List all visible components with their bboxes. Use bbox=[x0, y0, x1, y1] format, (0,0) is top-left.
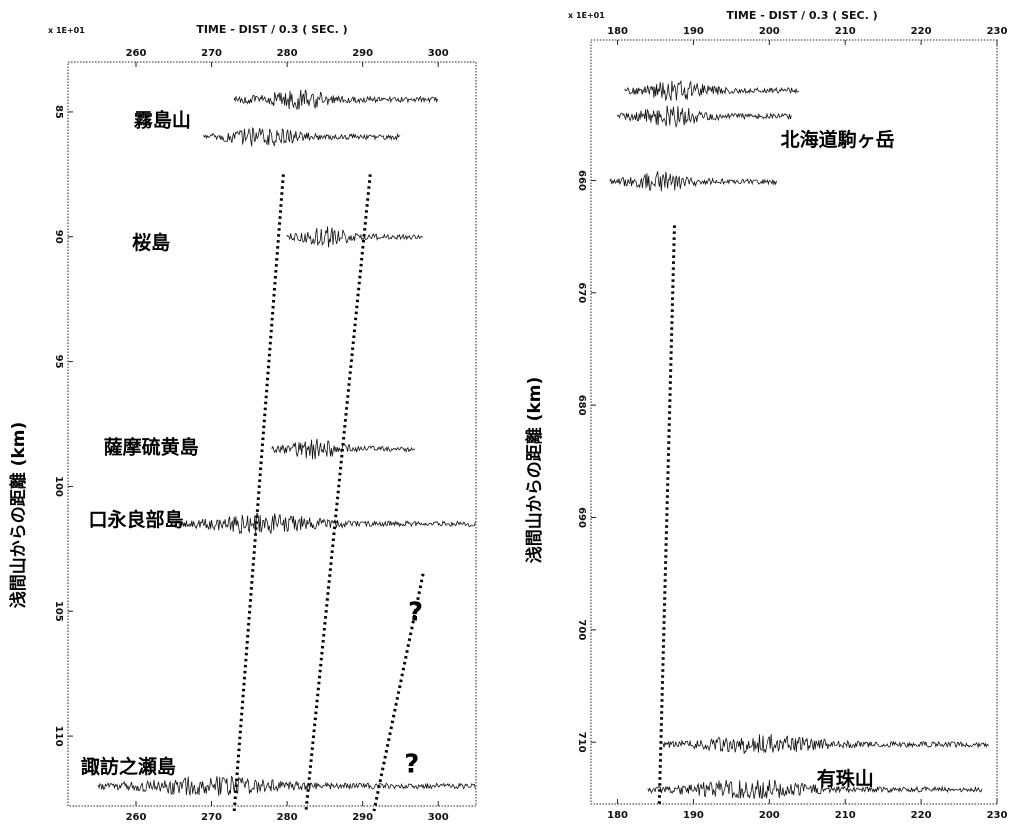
y-tick-label: 100 bbox=[53, 476, 64, 497]
x-tick-label-bottom: 300 bbox=[428, 812, 449, 823]
x-tick-label-bottom: 220 bbox=[911, 810, 932, 821]
y-tick-label: 95 bbox=[53, 355, 64, 369]
seismogram-trace bbox=[203, 126, 401, 147]
question-mark: ? bbox=[408, 597, 423, 627]
scale-label: x 1E+01 bbox=[48, 26, 85, 35]
y-tick-label: 710 bbox=[576, 732, 587, 753]
arrival-dotted-line bbox=[232, 174, 285, 812]
question-mark: ? bbox=[404, 750, 419, 780]
plot-frame bbox=[67, 61, 477, 807]
x-tick-label-top: 280 bbox=[277, 48, 298, 59]
y-tick-label: 690 bbox=[576, 507, 587, 528]
plot-frame bbox=[590, 39, 998, 805]
seismogram-trace bbox=[271, 438, 416, 460]
seismogram-trace bbox=[662, 733, 990, 754]
y-tick-label: 680 bbox=[576, 395, 587, 416]
seismogram-trace bbox=[233, 89, 438, 111]
x-tick-label-top: 200 bbox=[759, 26, 780, 37]
axis-title: TIME - DIST / 0.3 ( SEC. ) bbox=[196, 23, 347, 36]
x-tick-label-bottom: 230 bbox=[987, 810, 1008, 821]
y-tick-label: 105 bbox=[53, 601, 64, 622]
x-tick-label-top: 210 bbox=[835, 26, 856, 37]
station-label: 有珠山 bbox=[817, 767, 874, 790]
station-label: 諏訪之瀬島 bbox=[81, 755, 176, 778]
station-label: 北海道駒ヶ岳 bbox=[781, 128, 895, 151]
seismogram-trace bbox=[647, 779, 983, 799]
x-tick-label-top: 220 bbox=[911, 26, 932, 37]
y-tick-label: 85 bbox=[53, 105, 64, 119]
arrival-dotted-line bbox=[657, 225, 676, 805]
y-tick-label: 700 bbox=[576, 619, 587, 640]
x-tick-label-bottom: 210 bbox=[835, 810, 856, 821]
y-axis-label: 浅間山からの距離 (km) bbox=[524, 377, 545, 563]
station-label: 霧島山 bbox=[133, 108, 191, 131]
x-tick-label-bottom: 260 bbox=[126, 812, 147, 823]
y-tick-label: 90 bbox=[53, 230, 64, 244]
x-tick-label-bottom: 290 bbox=[352, 812, 373, 823]
seismogram-trace bbox=[609, 171, 777, 192]
y-tick-label: 670 bbox=[576, 282, 587, 303]
arrival-dotted-line bbox=[372, 573, 425, 812]
y-tick-label: 660 bbox=[576, 170, 587, 191]
x-tick-label-bottom: 190 bbox=[683, 810, 704, 821]
x-tick-label-bottom: 180 bbox=[607, 810, 628, 821]
x-tick-label-bottom: 200 bbox=[759, 810, 780, 821]
station-label: 口永良部島 bbox=[88, 508, 183, 531]
seismogram-trace bbox=[624, 79, 799, 102]
x-tick-label-top: 270 bbox=[201, 48, 222, 59]
panel-2: x 1E+01 TIME - DIST / 0.3 ( SEC. ) 180 180 1… bbox=[524, 9, 1007, 821]
arrival-dotted-line bbox=[304, 174, 372, 812]
x-tick-label-top: 290 bbox=[352, 48, 373, 59]
x-tick-label-top: 260 bbox=[126, 48, 147, 59]
scale-label: x 1E+01 bbox=[568, 11, 605, 20]
seismogram-trace bbox=[97, 775, 476, 797]
axis-title: TIME - DIST / 0.3 ( SEC. ) bbox=[726, 9, 877, 22]
y-axis-label: 浅間山からの距離 (km) bbox=[8, 422, 29, 608]
y-tick-label: 110 bbox=[53, 726, 64, 747]
panel-1: x 1E+01 TIME - DIST / 0.3 ( SEC. ) 260 260 2… bbox=[8, 23, 477, 823]
x-tick-label-top: 300 bbox=[428, 48, 449, 59]
x-tick-label-bottom: 280 bbox=[277, 812, 298, 823]
seismogram-trace bbox=[286, 226, 424, 248]
x-tick-label-top: 190 bbox=[683, 26, 704, 37]
x-tick-label-top: 180 bbox=[607, 26, 628, 37]
seismogram-trace bbox=[617, 105, 792, 129]
x-tick-label-bottom: 270 bbox=[201, 812, 222, 823]
x-tick-label-top: 230 bbox=[987, 26, 1008, 37]
station-label: 桜島 bbox=[132, 231, 170, 254]
station-label: 薩摩硫黄島 bbox=[104, 435, 199, 458]
seismogram-trace bbox=[173, 512, 476, 535]
